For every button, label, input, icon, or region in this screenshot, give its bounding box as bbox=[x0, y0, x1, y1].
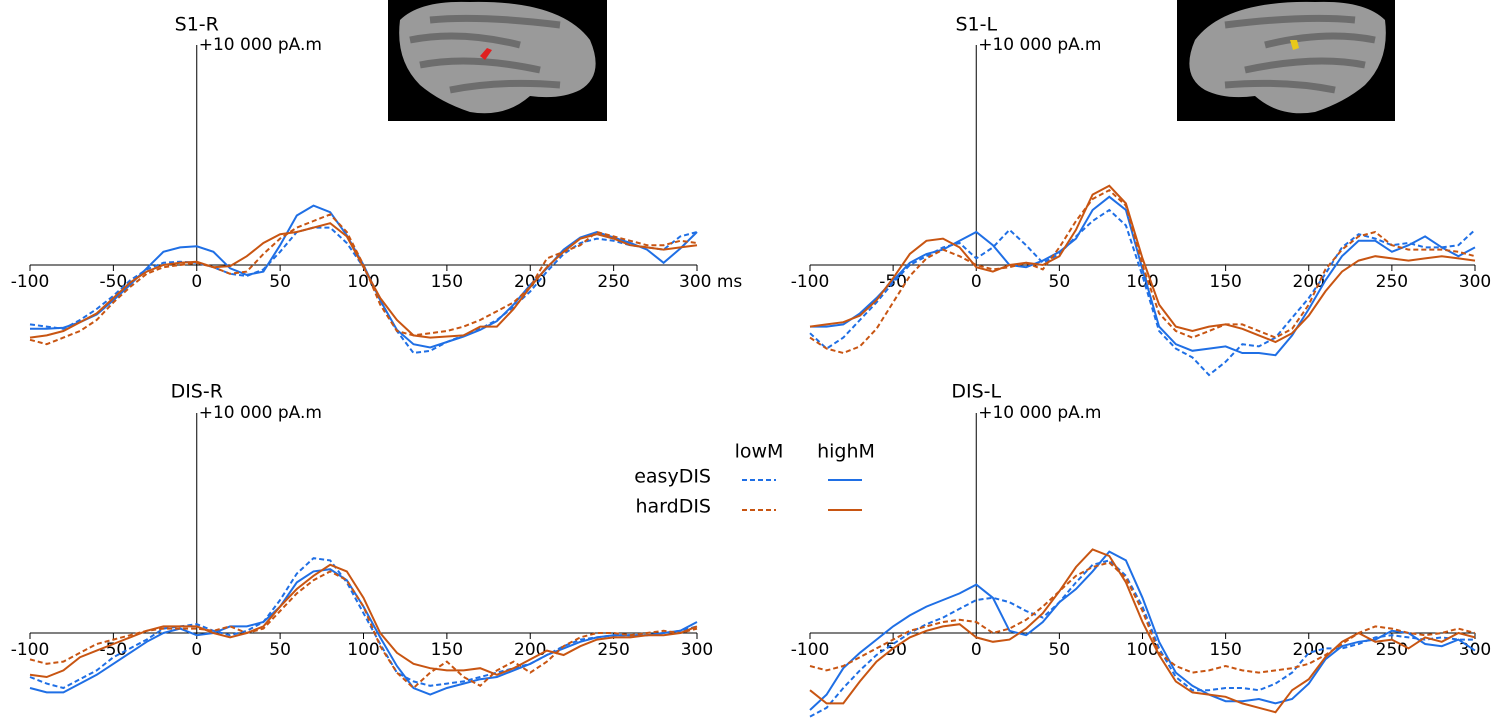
brain-image-right bbox=[388, 0, 607, 121]
x-tick-label: 250 bbox=[597, 640, 629, 660]
x-tick-label: 250 bbox=[1376, 272, 1408, 292]
legend-row-label: easyDIS bbox=[634, 466, 711, 488]
x-tick-label: 50 bbox=[1049, 640, 1071, 660]
series-line bbox=[809, 208, 1476, 377]
x-tick-label: 100 bbox=[347, 640, 379, 660]
x-tick-label: 150 bbox=[431, 272, 463, 292]
x-tick-label: 0 bbox=[971, 272, 982, 292]
x-tick-label: -100 bbox=[791, 272, 830, 292]
y-tick-label: +10 000 pA.m bbox=[978, 35, 1101, 55]
x-tick-label: 200 bbox=[1293, 640, 1325, 660]
brain-image-left bbox=[1177, 0, 1395, 121]
x-tick-label: 50 bbox=[269, 272, 291, 292]
x-tick-label: -100 bbox=[791, 640, 830, 660]
x-tick-label: 150 bbox=[1209, 640, 1241, 660]
x-tick-label: -50 bbox=[879, 272, 907, 292]
x-tick-label: 0 bbox=[191, 272, 202, 292]
x-tick-label: 0 bbox=[191, 640, 202, 660]
x-tick-label: 100 bbox=[1126, 640, 1158, 660]
x-tick-label: -50 bbox=[99, 272, 127, 292]
x-tick-label: 50 bbox=[1049, 272, 1071, 292]
legend-row-label: hardDIS bbox=[635, 496, 711, 518]
x-tick-label: 0 bbox=[971, 640, 982, 660]
series-line bbox=[809, 184, 1476, 344]
series-line bbox=[29, 563, 698, 679]
x-tick-label: 250 bbox=[1376, 640, 1408, 660]
series-line bbox=[809, 188, 1476, 355]
x-tick-label: -100 bbox=[11, 640, 50, 660]
chart-title: DIS-R bbox=[171, 381, 223, 403]
x-tick-label: 50 bbox=[269, 640, 291, 660]
x-tick-label: 300 ms bbox=[679, 272, 742, 292]
x-tick-label: -100 bbox=[11, 272, 50, 292]
series-line bbox=[809, 550, 1476, 711]
y-tick-label: +10 000 pA.m bbox=[978, 403, 1101, 423]
x-tick-label: 100 bbox=[347, 272, 379, 292]
x-tick-label: 300 bbox=[1459, 272, 1491, 292]
series-line bbox=[809, 561, 1476, 674]
x-tick-label: 100 bbox=[1126, 272, 1158, 292]
series-line bbox=[809, 548, 1476, 714]
x-tick-label: -50 bbox=[99, 640, 127, 660]
chart-title: DIS-L bbox=[951, 381, 1001, 403]
legend-column-label: lowM bbox=[735, 441, 784, 463]
y-tick-label: +10 000 pA.m bbox=[199, 35, 322, 55]
series-line bbox=[29, 222, 698, 339]
series-line bbox=[29, 568, 698, 696]
series-line bbox=[29, 570, 698, 690]
x-tick-label: 250 bbox=[597, 272, 629, 292]
series-line bbox=[29, 557, 698, 690]
series-line bbox=[810, 195, 1476, 357]
y-tick-label: +10 000 pA.m bbox=[199, 403, 322, 423]
series-line bbox=[29, 213, 698, 346]
chart-title: S1-L bbox=[955, 14, 997, 36]
legend-column-label: highM bbox=[817, 441, 875, 463]
x-tick-label: 150 bbox=[431, 640, 463, 660]
chart-title: S1-R bbox=[175, 14, 219, 36]
x-tick-label: 300 bbox=[681, 640, 713, 660]
x-tick-label: 150 bbox=[1209, 272, 1241, 292]
